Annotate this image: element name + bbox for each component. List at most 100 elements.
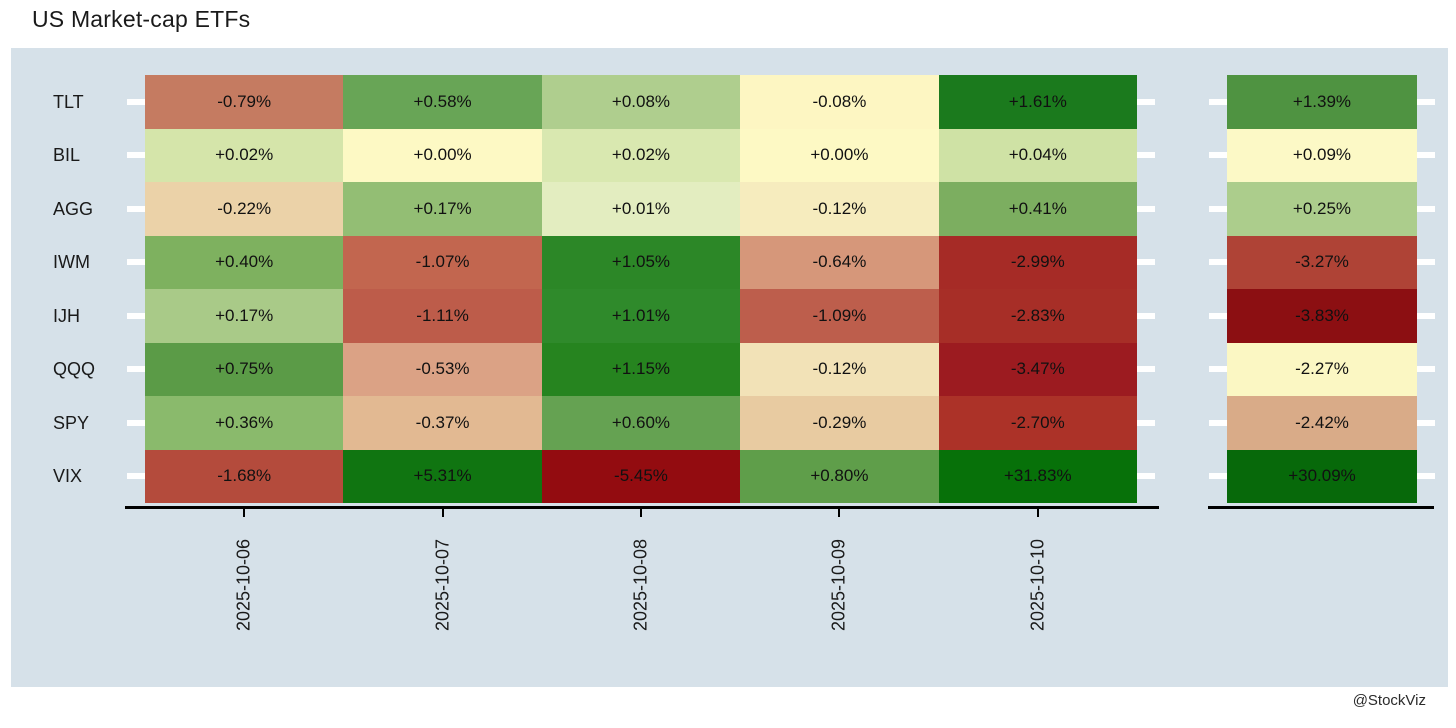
- heatmap-cell: -1.07%: [343, 235, 542, 289]
- y-axis-tick-dash: [127, 312, 145, 319]
- heatmap-summary-cell: +1.39%: [1227, 75, 1417, 129]
- y-axis-tick-dash: [1137, 366, 1155, 373]
- heatmap-cell: +1.05%: [541, 235, 741, 289]
- x-axis-line-summary: [1208, 506, 1434, 509]
- heatmap-cell: -3.47%: [938, 342, 1137, 396]
- y-axis-tick-dash: [1137, 152, 1155, 159]
- x-axis-label: 2025-10-09: [828, 538, 849, 632]
- heatmap-cell: +0.60%: [541, 396, 741, 450]
- heatmap-cell: -0.37%: [343, 396, 542, 450]
- y-axis-tick-dash: [1209, 473, 1227, 480]
- y-axis-tick-dash: [127, 259, 145, 266]
- y-axis-label: QQQ: [53, 359, 96, 380]
- x-axis-label: 2025-10-06: [233, 538, 254, 632]
- heatmap-cell: +1.01%: [541, 289, 741, 343]
- heatmap-summary-cell: -2.27%: [1227, 342, 1417, 396]
- heatmap-cell: +0.41%: [938, 182, 1137, 236]
- y-axis-tick-dash: [127, 473, 145, 480]
- heatmap-cell: -1.68%: [145, 449, 344, 503]
- heatmap-cell: +1.61%: [938, 75, 1137, 129]
- heatmap-cell: -2.83%: [938, 289, 1137, 343]
- heatmap-cell: +0.36%: [145, 396, 344, 450]
- y-axis-tick-dash: [127, 419, 145, 426]
- y-axis-tick-dash: [1137, 419, 1155, 426]
- y-axis-tick-dash: [1417, 312, 1435, 319]
- y-axis-tick-dash: [1137, 473, 1155, 480]
- heatmap-summary-cell: +30.09%: [1227, 449, 1417, 503]
- y-axis-tick-dash: [127, 98, 145, 105]
- x-axis-tick: [1036, 509, 1039, 517]
- heatmap-summary-column: +1.39% +0.09% +0.25% -3.27% -3.83% -2.27% -2.4…: [1227, 75, 1417, 503]
- x-axis-label: 2025-10-10: [1027, 538, 1048, 632]
- y-axis-label: TLT: [53, 91, 84, 112]
- chart-title: US Market-cap ETFs: [32, 6, 251, 32]
- heatmap-cell: -1.11%: [343, 289, 542, 343]
- y-axis-tick-dash: [1209, 205, 1227, 212]
- y-axis-tick-dash: [1417, 152, 1435, 159]
- y-axis-tick-dash: [1209, 259, 1227, 266]
- heatmap-cell: +31.83%: [938, 449, 1137, 503]
- y-axis-tick-dash: [1417, 259, 1435, 266]
- heatmap-cell: -0.08%: [740, 75, 939, 129]
- y-axis-label: IWM: [53, 252, 90, 273]
- y-axis-label: AGG: [53, 198, 94, 219]
- watermark: @StockViz: [1352, 692, 1426, 709]
- heatmap-cell: +5.31%: [343, 449, 542, 503]
- heatmap-cell: +1.15%: [541, 342, 741, 396]
- y-axis-tick-dash: [1209, 366, 1227, 373]
- heatmap-summary-cell: -2.42%: [1227, 396, 1417, 450]
- heatmap-cell: -0.29%: [740, 396, 939, 450]
- x-axis-tick: [441, 509, 444, 517]
- y-axis-tick-dash: [1209, 312, 1227, 319]
- y-axis-tick-dash: [1417, 205, 1435, 212]
- x-axis-tick: [243, 509, 246, 517]
- y-axis-tick-dash: [1417, 366, 1435, 373]
- y-axis-tick-dash: [1209, 98, 1227, 105]
- heatmap-cell: -0.64%: [740, 235, 939, 289]
- heatmap-cell: +0.75%: [145, 342, 344, 396]
- y-axis-tick-dash: [127, 152, 145, 159]
- heatmap-cell: -0.12%: [740, 342, 939, 396]
- y-axis-tick-dash: [1417, 98, 1435, 105]
- y-axis-tick-dash: [1209, 152, 1227, 159]
- y-axis-tick-dash: [1137, 312, 1155, 319]
- x-axis-line-main: [125, 506, 1159, 509]
- y-axis-tick-dash: [1417, 473, 1435, 480]
- heatmap-summary-cell: +0.25%: [1227, 182, 1417, 236]
- y-axis-label: IJH: [53, 305, 80, 326]
- heatmap-cell: -1.09%: [740, 289, 939, 343]
- y-axis-tick-dash: [1209, 419, 1227, 426]
- heatmap-cell: +0.58%: [343, 75, 542, 129]
- heatmap-cell: -5.45%: [541, 449, 741, 503]
- y-axis-label: VIX: [53, 466, 83, 487]
- x-axis-label: 2025-10-07: [432, 538, 453, 632]
- chart-panel: TLT BIL AGG IWM IJH QQQ SPY VIX -0.79% +0.58% +0.…: [11, 48, 1448, 687]
- x-axis-label: 2025-10-08: [630, 538, 651, 632]
- y-axis-tick-dash: [1417, 419, 1435, 426]
- heatmap-cell: +0.40%: [145, 235, 344, 289]
- heatmap-cell: +0.08%: [541, 75, 741, 129]
- heatmap-cell: +0.17%: [343, 182, 542, 236]
- heatmap-cell: +0.00%: [343, 128, 542, 182]
- heatmap-summary-cell: +0.09%: [1227, 128, 1417, 182]
- heatmap-cell: -0.53%: [343, 342, 542, 396]
- heatmap-cell: -2.99%: [938, 235, 1137, 289]
- heatmap-cell: -0.12%: [740, 182, 939, 236]
- heatmap-cell: -0.22%: [145, 182, 344, 236]
- y-axis-tick-dash: [1137, 98, 1155, 105]
- y-axis-tick-dash: [1137, 205, 1155, 212]
- heatmap-cell: +0.04%: [938, 128, 1137, 182]
- heatmap-summary-cell: -3.83%: [1227, 289, 1417, 343]
- heatmap-cell: +0.00%: [740, 128, 939, 182]
- y-axis-label: SPY: [53, 412, 90, 433]
- y-axis-tick-dash: [127, 205, 145, 212]
- y-axis-tick-dash: [1137, 259, 1155, 266]
- x-axis-tick: [838, 509, 841, 517]
- heatmap-cell: +0.02%: [145, 128, 344, 182]
- heatmap-cell: +0.80%: [740, 449, 939, 503]
- x-axis-tick: [640, 509, 642, 517]
- heatmap-cell: -2.70%: [938, 396, 1137, 450]
- heatmap-cell: -0.79%: [145, 75, 344, 129]
- y-axis-tick-dash: [127, 366, 145, 373]
- heatmap-cell: +0.17%: [145, 289, 344, 343]
